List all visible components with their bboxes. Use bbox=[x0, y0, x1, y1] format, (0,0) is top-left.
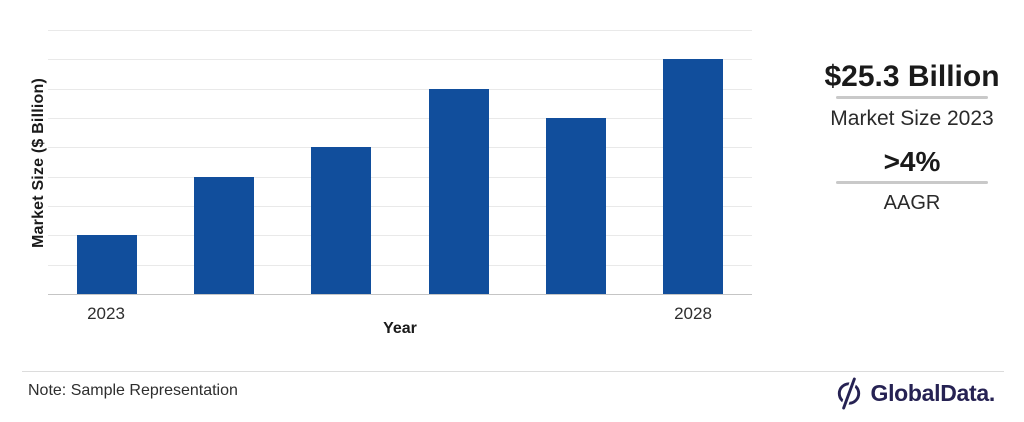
bar-slot-2023 bbox=[48, 30, 165, 294]
bar-slot-2024 bbox=[165, 30, 282, 294]
bars-group bbox=[48, 30, 752, 294]
aagr-value: >4% bbox=[883, 146, 941, 177]
x-axis-label: Year bbox=[383, 320, 417, 337]
gridline bbox=[48, 59, 752, 61]
bar-slot-2026 bbox=[400, 30, 517, 294]
footnote: Note: Sample Representation bbox=[28, 382, 238, 399]
footer-divider bbox=[22, 371, 1004, 372]
aagr-label: AAGR bbox=[883, 192, 941, 214]
bar-2028 bbox=[663, 59, 724, 294]
bar-2027 bbox=[545, 118, 606, 294]
bar-2025 bbox=[311, 147, 372, 294]
market-size-label: Market Size 2023 bbox=[830, 107, 994, 130]
bar-2026 bbox=[428, 88, 489, 294]
bar-slot-2028 bbox=[635, 30, 752, 294]
globaldata-logo-icon bbox=[838, 377, 861, 410]
gridline bbox=[48, 264, 752, 266]
x-tick-2028: 2028 bbox=[674, 304, 712, 323]
bar-slot-2027 bbox=[517, 30, 634, 294]
gridline bbox=[48, 30, 752, 31]
gridline bbox=[48, 176, 752, 178]
bar-slot-2025 bbox=[283, 30, 400, 294]
globaldata-logo-text: GlobalData. bbox=[870, 380, 995, 406]
gridline bbox=[48, 235, 752, 237]
gridline bbox=[48, 88, 752, 90]
market-size-value: $25.3 Billion bbox=[824, 60, 1000, 93]
plot-area bbox=[48, 30, 752, 295]
bar-2023 bbox=[76, 235, 137, 294]
y-axis-label: Market Size ($ Billion) bbox=[30, 78, 47, 248]
stat-divider bbox=[836, 96, 988, 99]
stat-divider bbox=[836, 181, 988, 184]
x-tick-2023: 2023 bbox=[87, 304, 125, 323]
bar-2024 bbox=[193, 176, 254, 294]
gridline bbox=[48, 147, 752, 149]
globaldata-logo: GlobalData. bbox=[834, 377, 995, 410]
gridline bbox=[48, 206, 752, 207]
gridline bbox=[48, 118, 752, 119]
